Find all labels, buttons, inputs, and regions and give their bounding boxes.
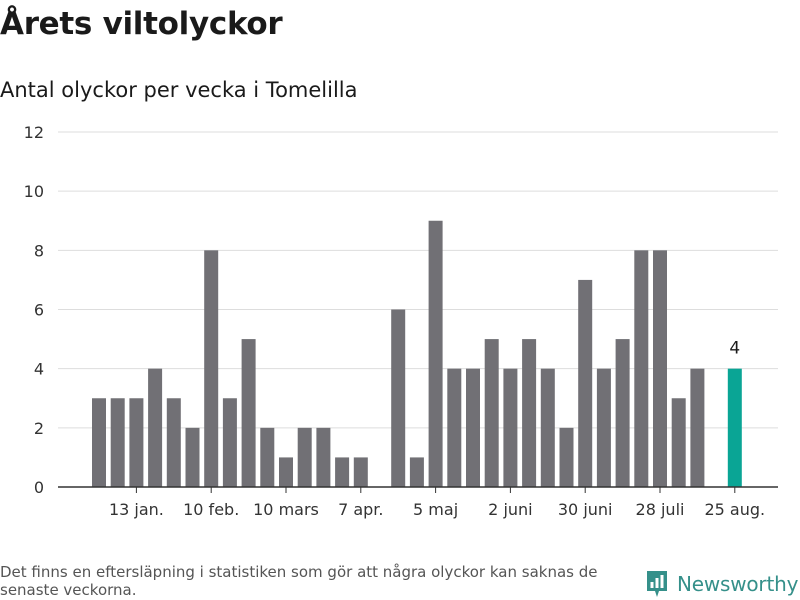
x-axis: 13 jan. 10 feb. 10 mars 7 apr. 5 maj 2 juni 30… bbox=[58, 486, 778, 519]
bar bbox=[634, 250, 649, 487]
bar bbox=[279, 457, 293, 487]
bar bbox=[241, 339, 256, 487]
chart-title: Årets viltolyckor bbox=[0, 6, 283, 42]
bar bbox=[110, 398, 125, 487]
x-tick-label: 30 juni bbox=[558, 500, 613, 519]
brand-logo: Newsworthy bbox=[645, 569, 798, 599]
y-tick-label: 2 bbox=[34, 419, 44, 438]
highlight-data-label: 4 bbox=[729, 339, 740, 359]
bar bbox=[559, 427, 574, 487]
annotations: 4 bbox=[729, 339, 740, 359]
bar bbox=[92, 398, 106, 487]
x-tick-label: 13 jan. bbox=[109, 500, 164, 519]
bar bbox=[204, 250, 219, 487]
x-tick-label: 2 juni bbox=[488, 500, 532, 519]
bar bbox=[297, 427, 312, 487]
y-tick-label: 10 bbox=[24, 182, 44, 201]
bar bbox=[503, 368, 518, 487]
bar-highlighted bbox=[727, 368, 742, 487]
bar bbox=[166, 398, 181, 487]
bar bbox=[409, 457, 424, 487]
bar-chart: 0 2 4 6 8 10 12 13 jan. 10 feb. 10 mars 7 apr. 5 m… bbox=[24, 123, 778, 519]
x-tick-label: 10 mars bbox=[253, 500, 319, 519]
bar bbox=[596, 368, 611, 487]
y-tick-label: 0 bbox=[34, 478, 44, 497]
x-tick-label: 7 apr. bbox=[338, 500, 383, 519]
bar bbox=[353, 457, 368, 487]
y-tick-label: 8 bbox=[34, 241, 44, 260]
x-tick-label: 5 maj bbox=[413, 500, 458, 519]
bar bbox=[653, 250, 667, 487]
bar bbox=[148, 368, 163, 487]
bar bbox=[690, 368, 705, 487]
bar bbox=[447, 368, 462, 487]
bar bbox=[466, 368, 480, 487]
bar bbox=[335, 457, 350, 487]
bar bbox=[522, 339, 537, 487]
newsworthy-logo-icon bbox=[647, 571, 667, 597]
grid-lines bbox=[58, 131, 778, 429]
y-tick-label: 12 bbox=[24, 123, 44, 142]
bar bbox=[391, 309, 406, 487]
chart-subtitle: Antal olyckor per vecka i Tomelilla bbox=[0, 78, 358, 102]
bar bbox=[484, 339, 499, 487]
bar bbox=[222, 398, 237, 487]
bar bbox=[428, 220, 443, 487]
x-tick-label: 10 feb. bbox=[183, 500, 239, 519]
footnote: Det finns en eftersläpning i statistiken… bbox=[0, 563, 598, 599]
bar bbox=[316, 427, 331, 487]
x-tick-label: 25 aug. bbox=[704, 500, 765, 519]
bar bbox=[540, 368, 555, 487]
y-tick-label: 4 bbox=[34, 360, 44, 379]
bar bbox=[615, 339, 630, 487]
bar bbox=[185, 427, 200, 487]
bars bbox=[92, 220, 742, 487]
brand-name: Newsworthy bbox=[677, 572, 799, 596]
bar bbox=[671, 398, 686, 487]
y-tick-label: 6 bbox=[34, 301, 44, 320]
bar bbox=[129, 398, 144, 487]
y-axis-tick-labels: 0 2 4 6 8 10 12 bbox=[24, 123, 44, 497]
bar bbox=[260, 427, 275, 487]
x-tick-label: 28 juli bbox=[636, 500, 685, 519]
bar bbox=[578, 279, 593, 487]
